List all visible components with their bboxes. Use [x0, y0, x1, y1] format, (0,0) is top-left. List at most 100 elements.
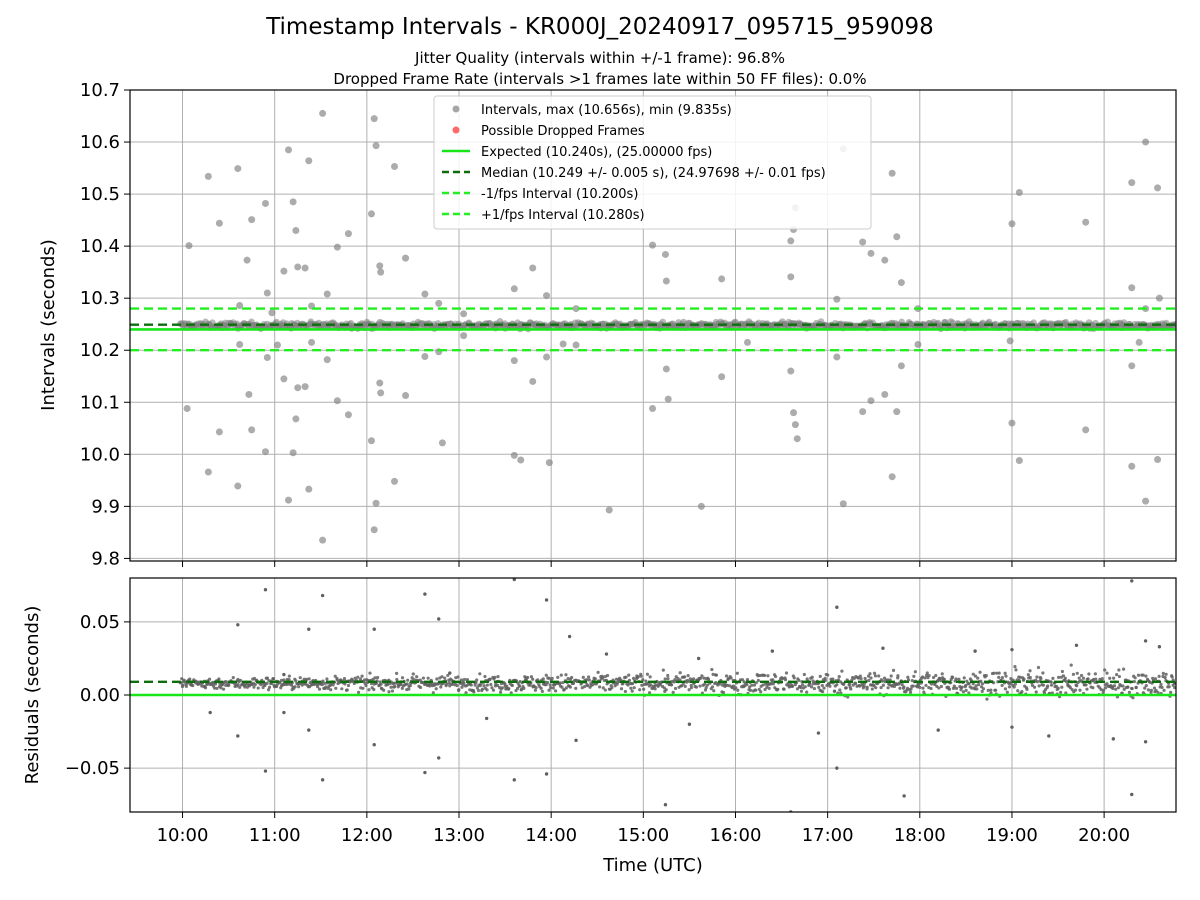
residual-point	[802, 672, 806, 677]
residual-point	[831, 677, 835, 681]
legend-box	[433, 95, 872, 230]
residual-point	[931, 675, 936, 680]
interval-point	[435, 299, 443, 307]
residual-point	[881, 646, 885, 650]
residual-point	[776, 687, 780, 691]
legend-marker	[452, 105, 460, 113]
residual-point	[1152, 686, 1157, 690]
residual-point	[783, 678, 788, 682]
residual-point	[548, 683, 552, 687]
residual-point	[686, 674, 690, 678]
interval-point	[881, 390, 889, 398]
residual-point	[447, 681, 451, 685]
residual-point	[271, 677, 276, 681]
residual-point	[1115, 672, 1119, 677]
interval-point	[292, 415, 300, 423]
residual-point	[215, 686, 219, 690]
residual-point	[217, 677, 221, 681]
residual-point	[287, 677, 291, 682]
residual-point	[866, 674, 871, 678]
interval-point	[285, 496, 293, 504]
residual-point	[528, 683, 532, 687]
x-tick-label: 17:00	[802, 825, 854, 846]
interval-point	[649, 405, 657, 413]
residual-point	[957, 677, 961, 681]
residual-point	[736, 688, 740, 692]
residual-point	[702, 676, 706, 680]
residual-point	[1112, 676, 1116, 680]
interval-point	[460, 332, 468, 340]
residual-point	[231, 676, 235, 680]
residual-point	[844, 686, 848, 690]
residual-point	[673, 686, 678, 691]
y-tick-label: 10.3	[80, 288, 120, 309]
residual-point	[960, 685, 964, 689]
residual-point	[562, 688, 566, 692]
residual-point	[889, 674, 893, 678]
residual-point	[840, 669, 844, 673]
interval-point	[367, 210, 375, 218]
residual-point	[478, 672, 482, 676]
residual-point	[745, 678, 750, 682]
x-axis-label: Time (UTC)	[602, 855, 703, 876]
residual-point	[207, 677, 212, 681]
residual-point	[1069, 663, 1073, 667]
residual-point	[902, 794, 906, 798]
interval-point	[1082, 218, 1090, 226]
residual-point	[406, 678, 410, 682]
residual-point	[865, 685, 869, 689]
residual-point	[913, 670, 917, 674]
residual-point	[503, 682, 507, 686]
residual-point	[1077, 676, 1081, 680]
residual-point	[848, 682, 852, 686]
interval-point	[787, 273, 795, 281]
residual-point	[373, 676, 377, 680]
residual-point	[418, 685, 423, 690]
interval-point	[370, 526, 378, 534]
residual-point	[446, 673, 450, 678]
residual-point	[1078, 688, 1082, 692]
interval-point	[236, 301, 244, 309]
residual-point	[1075, 671, 1079, 675]
residual-point	[979, 679, 983, 683]
legend-item: Median (10.249 +/- 0.005 s), (24.97698 +…	[442, 166, 826, 181]
interval-point	[787, 367, 795, 375]
residual-point	[929, 686, 933, 691]
residual-point	[603, 688, 607, 692]
residual-point	[805, 690, 809, 694]
interval-point	[236, 340, 244, 348]
residual-point	[515, 686, 520, 691]
residual-point	[1143, 639, 1148, 643]
residual-point	[1000, 683, 1004, 688]
residual-point	[1028, 669, 1032, 673]
residual-point	[664, 688, 668, 692]
residual-point	[995, 671, 999, 675]
residual-point	[541, 677, 545, 681]
residual-point	[586, 684, 590, 688]
residual-point	[426, 676, 430, 680]
interval-point	[1128, 284, 1136, 292]
residual-point	[964, 683, 968, 688]
interval-point	[649, 241, 657, 249]
residual-point	[320, 593, 325, 598]
residual-point	[992, 671, 996, 675]
residual-point	[653, 687, 657, 691]
interval-point	[1082, 426, 1090, 434]
legend-item: -1/fps Interval (10.200s)	[442, 187, 638, 202]
residual-point	[984, 674, 988, 678]
residual-point	[678, 671, 682, 675]
residual-point	[918, 685, 922, 690]
interval-point	[421, 290, 429, 298]
intervals-points	[183, 109, 1163, 544]
interval-point	[1128, 179, 1136, 187]
interval-point	[280, 375, 288, 383]
interval-point	[517, 456, 525, 464]
interval-point	[572, 341, 580, 349]
residual-point	[973, 674, 978, 678]
residual-point	[771, 678, 775, 682]
residual-point	[642, 687, 646, 691]
residual-point	[495, 683, 500, 688]
residual-point	[640, 683, 644, 687]
residual-point	[1170, 675, 1174, 679]
residual-point	[689, 683, 693, 687]
